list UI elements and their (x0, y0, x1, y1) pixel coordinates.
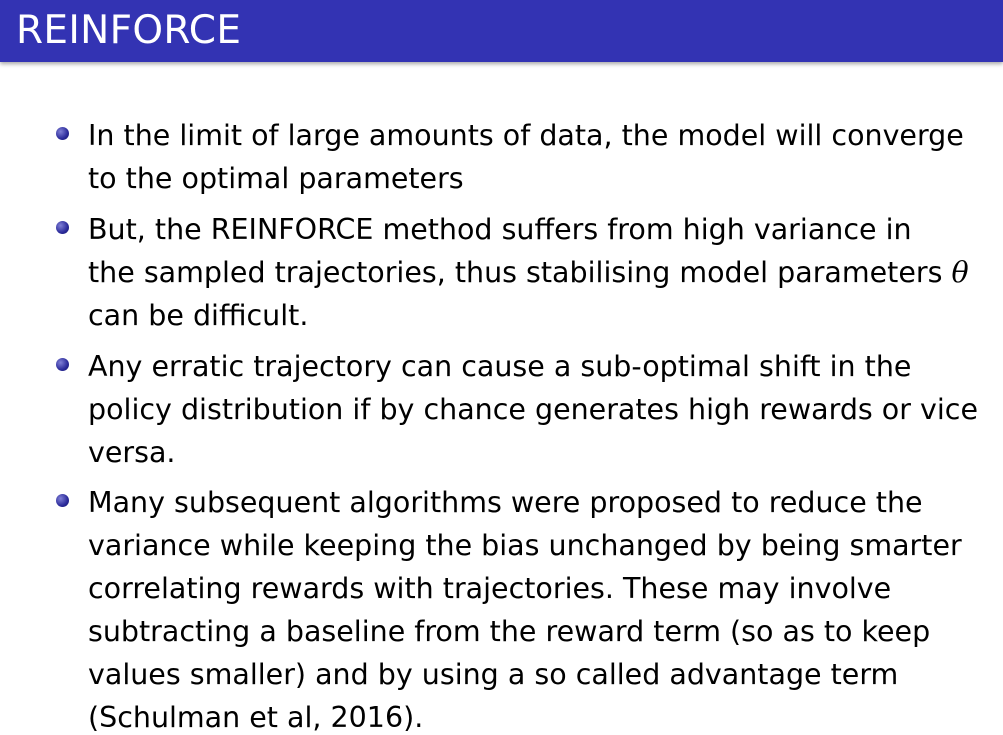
bullet-line-with-symbol: the sampled trajectories, thus stabilisi… (88, 251, 988, 294)
bullet-item: But, the REINFORCE method suffers from h… (56, 208, 988, 337)
bullet-item: Many subsequent algorithms were proposed… (56, 481, 988, 735)
bullet-item: Any erratic trajectory can cause a sub-o… (56, 345, 988, 474)
bullet-line: values smaller) and by using a so called… (88, 658, 899, 691)
bullet-line: policy distribution if by chance generat… (88, 393, 979, 426)
bullet-item: In the limit of large amounts of data, t… (56, 114, 988, 200)
bullet-line: correlating rewards with trajectories. T… (88, 572, 892, 605)
theta-symbol: θ (951, 256, 969, 289)
bullet-line: can be difficult. (88, 299, 309, 332)
slide-title: REINFORCE (16, 8, 242, 53)
bullet-line: to the optimal parameters (88, 162, 464, 195)
bullet-line: variance while keeping the bias unchange… (88, 529, 962, 562)
bullet-icon (56, 127, 69, 140)
bullet-line: Many subsequent algorithms were proposed… (88, 486, 923, 519)
bullet-icon (56, 494, 69, 507)
bullet-line: the sampled trajectories, thus stabilisi… (88, 256, 943, 289)
bullet-icon (56, 358, 69, 371)
bullet-line: versa. (88, 436, 176, 469)
slide-title-bar: REINFORCE (0, 0, 1003, 62)
bullet-line: subtracting a baseline from the reward t… (88, 615, 931, 648)
bullet-line: But, the REINFORCE method suffers from h… (88, 213, 912, 246)
bullet-icon (56, 221, 69, 234)
bullet-line: Any erratic trajectory can cause a sub-o… (88, 350, 912, 383)
bullet-line: In the limit of large amounts of data, t… (88, 119, 964, 152)
bullet-line: (Schulman et al, 2016). (88, 701, 424, 734)
